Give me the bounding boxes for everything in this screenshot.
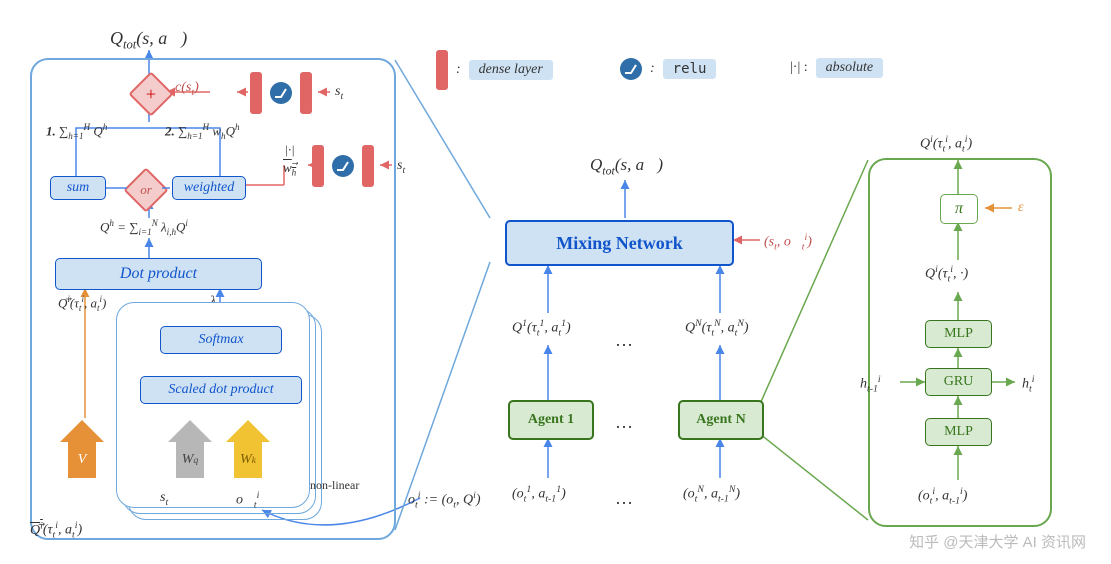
mlp-bottom-box: MLP (925, 418, 992, 446)
legend-dense-label: dense layer (469, 60, 553, 80)
agent-n-box: Agent N (678, 400, 764, 440)
eps-label: ε (1018, 200, 1024, 216)
pi-box: π (940, 194, 978, 224)
legend-dense: : dense layer (436, 50, 553, 90)
gru-box: GRU (925, 368, 992, 396)
legend-relu: : relu (620, 58, 716, 80)
mixing-network-box: Mixing Network (505, 220, 734, 266)
dots: … (615, 330, 633, 351)
watermark: 知乎 @天津大学 AI 资讯网 (909, 531, 1086, 552)
st-bottom: st (160, 490, 168, 508)
q-tot-mid: Qtot(s, a⃗) (590, 155, 663, 178)
dense-bar (250, 72, 262, 114)
dense-bar (300, 72, 312, 114)
h-prev: ht-1i (860, 374, 881, 394)
dense-bar (362, 145, 374, 187)
st-label: st (335, 84, 343, 102)
agentn-input: (otN, at-1N) (683, 484, 740, 504)
eq2: 2. ∑h=1H whQh (165, 122, 240, 141)
relu-icon (332, 155, 354, 177)
mixing-input: (st, o⃗ti) (764, 232, 812, 252)
eq1: 1. ∑h=1H Qh (46, 122, 107, 141)
sum-box: sum (50, 176, 106, 200)
q1-label: Q1(τt1, at1) (512, 318, 571, 338)
oi-label: o⃗ti (236, 490, 259, 510)
wk-arrow: Wk (226, 420, 270, 478)
qi-top-right: Qi(τti, ati) (920, 134, 972, 154)
agent1-input: (ot1, at-11) (512, 484, 566, 504)
abs-label: |·| (285, 142, 295, 158)
qh-eq: Qh = ∑i=1N λi,hQi (100, 218, 188, 237)
scaled-dot-box: Scaled dot product (140, 376, 302, 404)
v-arrow: V (60, 420, 104, 478)
h-next: hti (1022, 374, 1034, 394)
q-tot-left: Qtot(s, a⃗) (110, 28, 187, 53)
oi-def: oti := (ot, Qi) (408, 490, 481, 510)
qi-dot-right: Qi(τti, ·) (925, 264, 968, 284)
qi-arrow-label: Qi⃗(τti, ati) (58, 294, 106, 313)
legend-relu-label: relu (663, 59, 717, 79)
legend-abs: |·| : absolute (790, 58, 883, 78)
nonlinear-label: non-linear (310, 478, 359, 493)
softmax-box: Softmax (160, 326, 282, 354)
c-st-label: c(st) (175, 80, 199, 98)
legend-abs-label: absolute (816, 58, 883, 78)
relu-icon (270, 82, 292, 104)
mlp-top-box: MLP (925, 320, 992, 348)
dot-product-box: Dot product (55, 258, 262, 290)
qn-label: QN(τtN, atN) (685, 318, 749, 338)
agent-1-box: Agent 1 (508, 400, 594, 440)
qi-bottom: Qi⃗(τti, ati) (30, 520, 82, 540)
wq-arrow: Wq (168, 420, 212, 478)
dots-3: … (615, 488, 633, 509)
agent-input-right: (oti, at-1i) (918, 486, 967, 506)
st-label-2: st (397, 158, 405, 176)
wh-label: wh⃗ (283, 160, 296, 178)
weighted-box: weighted (172, 176, 246, 200)
dots-2: … (615, 412, 633, 433)
dense-bar (312, 145, 324, 187)
